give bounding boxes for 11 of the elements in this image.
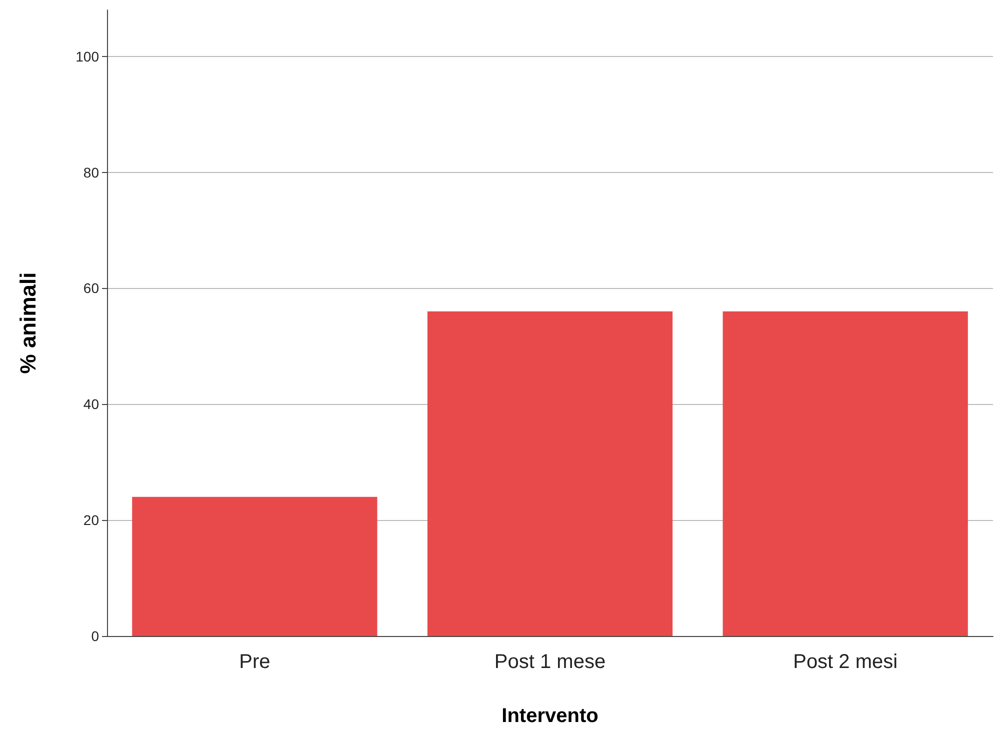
y-tick-label: 80 (83, 164, 100, 180)
y-tick-label: 40 (83, 396, 100, 412)
x-tick-label: Pre (239, 651, 270, 673)
x-tick-label: Post 1 mese (494, 651, 606, 673)
y-tick-label: 100 (76, 48, 100, 64)
x-tick-label: Post 2 mesi (793, 651, 898, 673)
y-tick-label: 20 (83, 512, 100, 528)
y-tick-label: 0 (91, 628, 100, 644)
y-axis-title: % animali (16, 272, 40, 374)
y-tick-label: 60 (83, 280, 100, 296)
x-axis-title: Intervento (502, 705, 598, 727)
